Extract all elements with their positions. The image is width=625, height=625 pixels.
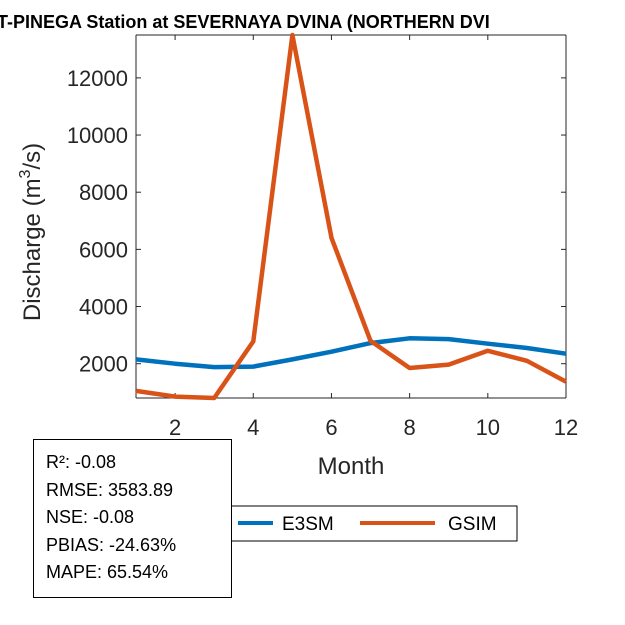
- y-tick-label: 10000: [67, 123, 128, 148]
- legend: E3SM GSIM: [228, 505, 518, 542]
- y-axis-label-tail: /s): [19, 143, 46, 170]
- series-lines: [135, 32, 568, 401]
- y-tick-label: 4000: [79, 295, 128, 320]
- y-tick-label: 8000: [79, 180, 128, 205]
- stat-r2: R²: -0.08: [46, 452, 117, 472]
- stat-rmse: RMSE: 3583.89: [46, 479, 174, 500]
- x-axis-label: Month: [318, 453, 385, 480]
- legend-label-e3sm: E3SM: [282, 514, 334, 535]
- legend-label-gsim: GSIM: [448, 514, 497, 535]
- x-tick-label: 2: [169, 415, 181, 440]
- stat-nse: NSE: -0.08: [46, 507, 135, 527]
- plot-area: [136, 35, 566, 398]
- y-tick-label: 2000: [79, 352, 128, 377]
- x-tick-label: 10: [476, 415, 500, 440]
- x-tick-label: 4: [247, 415, 259, 440]
- chart-title: T-PINEGA Station at SEVERNAYA DVINA (NOR…: [0, 12, 490, 32]
- stats-box: R²: -0.08 RMSE: 3583.89 NSE: -0.08 PBIAS…: [33, 439, 232, 598]
- stat-mape: MAPE: 65.54%: [46, 562, 169, 582]
- x-tick-label: 12: [554, 415, 578, 440]
- series-line-e3sm: [135, 336, 567, 370]
- y-axis-label: Discharge (m3/s): [17, 143, 46, 321]
- series-line-gsim: [135, 32, 568, 401]
- y-ticks: 2000 4000 6000 8000 10000 12000: [67, 66, 566, 377]
- x-tick-label: 8: [404, 415, 416, 440]
- y-axis-label-main: Discharge (m: [19, 178, 46, 321]
- stat-pbias: PBIAS: -24.63%: [46, 534, 177, 555]
- x-ticks: 2 4 6 8 10 12: [169, 35, 578, 440]
- y-tick-label: 6000: [79, 237, 128, 262]
- y-tick-label: 12000: [67, 66, 128, 91]
- x-tick-label: 6: [325, 415, 337, 440]
- y-axis-label-superscript: 3: [17, 169, 34, 178]
